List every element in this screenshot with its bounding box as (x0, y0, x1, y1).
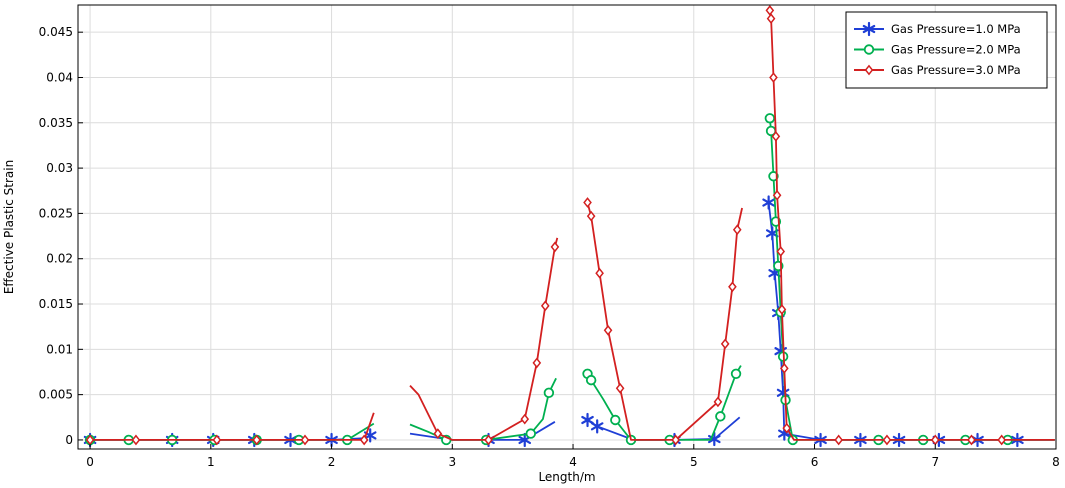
data-point (525, 428, 536, 439)
data-point (780, 362, 789, 374)
data-point (581, 412, 594, 428)
data-point (595, 267, 604, 279)
y-tick-label: 0.005 (39, 388, 73, 402)
data-point (590, 419, 604, 434)
data-point (484, 434, 493, 446)
x-tick-label: 2 (328, 455, 336, 469)
data-point (708, 431, 721, 447)
data-point (732, 224, 742, 236)
series-line (409, 237, 559, 441)
data-point (603, 324, 613, 336)
data-point (610, 414, 621, 426)
data-point (615, 382, 625, 394)
data-point (766, 13, 776, 24)
data-point (300, 434, 310, 446)
data-point (882, 434, 892, 446)
series-line (586, 202, 743, 441)
data-point (776, 246, 786, 257)
legend-item: Gas Pressure=3.0 MPa (854, 63, 1021, 77)
series-3 (85, 5, 1055, 446)
data-point (671, 434, 680, 446)
y-tick-label: 0.015 (39, 297, 73, 311)
x-axis-title: Length/m (538, 470, 595, 484)
data-point (768, 171, 779, 182)
x-tick-label: 5 (690, 455, 698, 469)
legend: Gas Pressure=1.0 MPa Gas Pressure=2.0 MPa… (845, 11, 1048, 89)
plot-frame (77, 4, 1057, 450)
legend-label: Gas Pressure=1.0 MPa (891, 22, 1021, 36)
x-tick-label: 3 (448, 455, 456, 469)
data-point (583, 197, 592, 208)
data-point (997, 434, 1006, 446)
data-point (762, 195, 775, 210)
x-tick-label: 6 (811, 455, 819, 469)
series-layer (83, 5, 1055, 448)
data-point (967, 434, 976, 446)
data-point (771, 130, 781, 142)
data-point (131, 434, 141, 446)
legend-swatch-marker (864, 64, 874, 76)
y-tick-label: 0.045 (39, 25, 73, 39)
y-tick-label: 0.035 (39, 116, 73, 130)
y-tick-label: 0.025 (39, 206, 73, 220)
y-tick-label: 0.03 (46, 161, 73, 175)
data-point (834, 434, 843, 446)
data-point (540, 300, 550, 312)
data-point (772, 189, 782, 201)
legend-item: Gas Pressure=2.0 MPa (854, 43, 1021, 57)
data-point (212, 434, 222, 446)
legend-label: Gas Pressure=3.0 MPa (891, 63, 1021, 77)
x-tick-label: 4 (569, 455, 577, 469)
data-point (782, 422, 792, 434)
data-point (585, 374, 597, 386)
data-point (777, 304, 787, 315)
x-tick-label: 1 (207, 455, 215, 469)
legend-item: Gas Pressure=1.0 MPa (854, 21, 1021, 37)
y-tick-label: 0.01 (46, 342, 73, 356)
legend-swatch-marker (862, 21, 876, 37)
data-point (765, 5, 775, 16)
y-tick-label: 0.04 (46, 70, 73, 84)
y-axis-title: Effective Plastic Strain (2, 160, 16, 294)
data-point (728, 281, 737, 293)
data-point (433, 428, 443, 439)
data-point (520, 413, 530, 425)
x-tick-label: 0 (86, 455, 94, 469)
data-point (715, 411, 726, 422)
data-point (550, 241, 560, 253)
y-tick-label: 0.02 (46, 252, 73, 266)
axis-ticks: 0 1 2 3 4 5 6 7 8 0 0.005 0.01 0.015 0.02 0.025 0.03 0.0… (39, 25, 1060, 469)
data-point (769, 72, 778, 83)
x-tick-label: 8 (1052, 455, 1060, 469)
data-point (252, 434, 262, 446)
data-point (543, 387, 555, 399)
legend-label: Gas Pressure=2.0 MPa (891, 43, 1021, 57)
data-point (586, 210, 596, 222)
data-point (359, 434, 369, 446)
data-point (720, 338, 730, 350)
x-tick-label: 7 (931, 455, 939, 469)
series-line (768, 10, 1055, 441)
series-line (90, 412, 375, 441)
data-point (532, 357, 542, 369)
data-point (764, 113, 776, 124)
legend-swatch-marker (863, 44, 875, 55)
data-point (730, 368, 742, 379)
y-tick-label: 0 (65, 433, 73, 447)
data-point (713, 396, 723, 408)
